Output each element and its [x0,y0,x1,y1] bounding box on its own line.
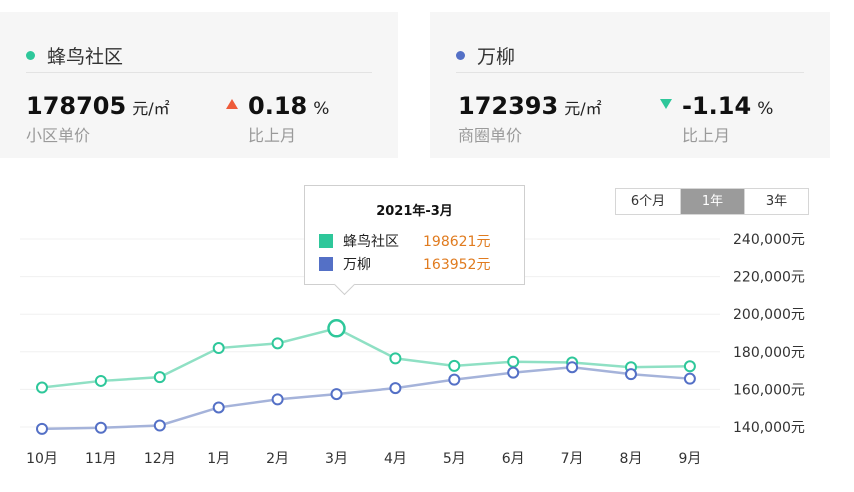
x-tick-label: 7月 [561,451,584,467]
data-point [448,373,461,386]
data-point [683,360,696,373]
tooltip-title: 2021年-3月 [376,204,453,219]
x-tick-label: 8月 [620,451,643,467]
data-point [153,419,166,432]
month-change: 0.18 % [226,92,329,120]
data-point [94,374,107,387]
data-point [327,319,346,338]
y-tick-label: 200,000元 [733,307,805,323]
tooltip-series-value: 198621元 [423,234,491,250]
y-tick-label: 220,000元 [733,270,805,286]
data-point [36,422,48,435]
series-line [41,326,690,389]
unit-price-value: 172393 [458,92,559,120]
month-change-unit: % [313,99,330,119]
x-tick-label: 12月 [144,451,176,467]
period-6-months-button[interactable]: 6个月 [616,189,681,214]
data-point [566,361,579,374]
y-tick-label: 180,000元 [733,345,805,361]
x-tick-label: 10月 [26,451,58,467]
data-point [36,381,48,394]
tooltip-series-name: 蜂鸟社区 [343,234,399,250]
x-tick-label: 5月 [443,451,466,467]
data-point [212,342,225,355]
period-3-years-button[interactable]: 3年 [745,189,808,214]
period-selector: 6个月 1年 3年 [615,188,809,215]
data-point [271,393,284,406]
data-point [94,421,107,434]
month-change-label: 比上月 [248,126,297,145]
period-1-year-button[interactable]: 1年 [681,189,745,214]
tooltip-row: 万柳 163952元 [319,254,512,274]
month-change-value: -1.14 [682,92,752,120]
up-arrow-icon [226,99,238,109]
card-title: 万柳 [477,46,516,68]
month-change-label: 比上月 [682,126,731,145]
unit-price-unit: 元/㎡ [132,99,170,118]
series-line [41,365,690,431]
y-tick-label: 240,000元 [733,232,805,248]
data-point [271,337,284,350]
data-point [507,366,520,379]
unit-price-label: 小区单价 [26,126,91,145]
tooltip-series-name: 万柳 [343,257,371,273]
unit-price-unit: 元/㎡ [564,99,602,118]
card-district: 万柳 172393 元/㎡ 商圈单价 -1.14 % 比上月 [430,12,830,158]
data-point [683,372,696,385]
tooltip-row: 蜂鸟社区 198621元 [319,231,512,251]
y-tick-label: 160,000元 [733,382,805,398]
x-tick-label: 2月 [266,451,289,467]
legend-dot-icon [456,51,465,60]
legend-square-icon [319,234,333,248]
data-point [625,368,637,381]
divider [456,72,804,73]
card-header: 蜂鸟社区 [26,42,123,69]
y-tick-label: 140,000元 [733,420,805,436]
x-tick-label: 4月 [384,451,407,467]
legend-square-icon [319,257,333,271]
month-change: -1.14 % [660,92,773,120]
divider [26,72,372,73]
x-tick-label: 3月 [325,451,348,467]
card-title: 蜂鸟社区 [47,46,124,68]
down-arrow-icon [660,99,672,109]
data-point [389,352,402,365]
unit-price-value: 178705 [26,92,127,120]
unit-price: 172393 元/㎡ [458,92,602,120]
data-point [507,355,520,368]
legend-dot-icon [26,51,35,60]
data-point [448,359,461,372]
data-point [330,388,343,401]
data-point [153,371,166,384]
unit-price-label: 商圈单价 [458,126,523,145]
x-tick-label: 6月 [502,451,525,467]
month-change-unit: % [757,99,774,119]
x-tick-label: 1月 [207,451,230,467]
card-community: 蜂鸟社区 178705 元/㎡ 小区单价 0.18 % 比上月 [0,12,398,158]
x-tick-label: 9月 [678,451,701,467]
data-point [212,401,225,414]
unit-price: 178705 元/㎡ [26,92,170,120]
tooltip-series-value: 163952元 [423,257,491,273]
card-header: 万柳 [456,42,515,69]
data-point [389,382,402,395]
month-change-value: 0.18 [248,92,308,120]
x-tick-label: 11月 [85,451,117,467]
chart-tooltip: 2021年-3月 蜂鸟社区 198621元 万柳 163952元 [304,185,525,296]
